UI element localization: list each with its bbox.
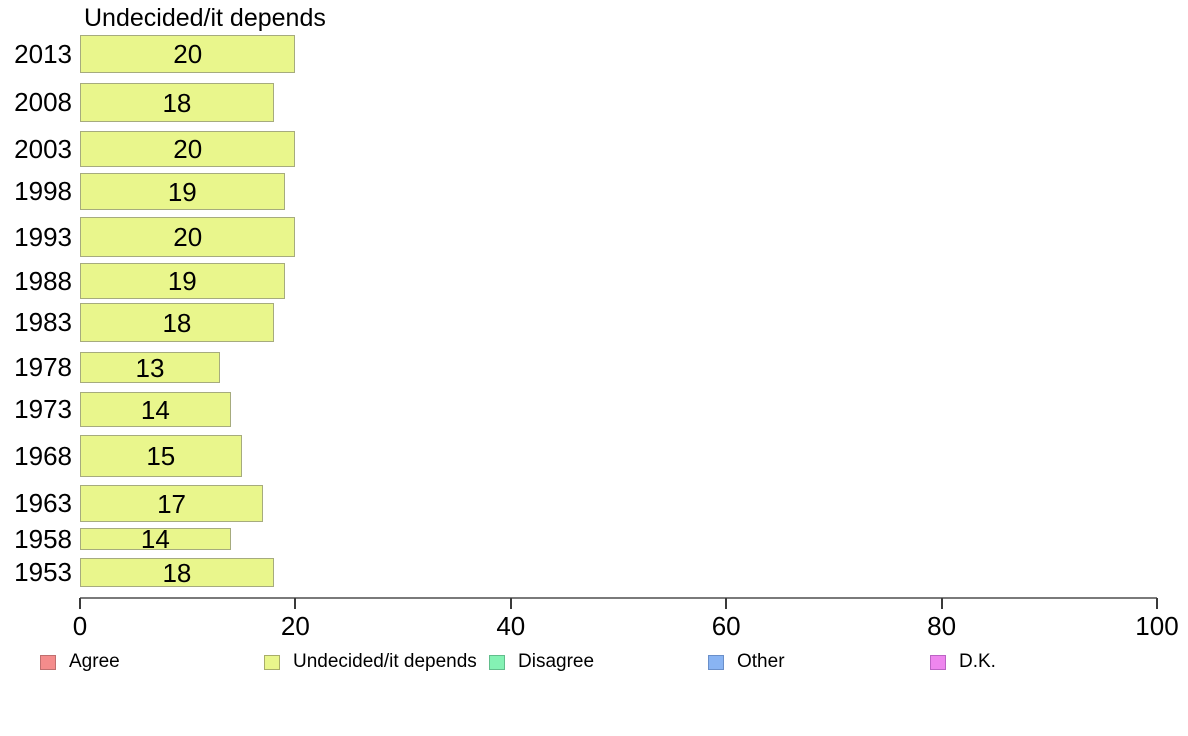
legend-item: Undecided/it depends [264, 651, 477, 672]
bar-value-label: 19 [167, 176, 197, 207]
legend-swatch [708, 654, 724, 670]
y-axis-label: 1988 [14, 265, 72, 296]
y-axis-label: 2008 [14, 87, 72, 117]
bar: 17 [80, 485, 264, 522]
x-axis-tick [1156, 598, 1158, 609]
y-axis-label: 1958 [14, 523, 72, 554]
legend-item: Agree [40, 651, 120, 672]
bar: 14 [80, 524, 231, 554]
bar-value-label: 14 [140, 524, 170, 554]
bar-value-label: 13 [135, 352, 165, 383]
bar: 18 [80, 558, 274, 587]
bar: 18 [80, 303, 274, 342]
bar: 20 [80, 131, 296, 167]
bar-value-label: 18 [162, 557, 192, 588]
x-axis-tick-label: 0 [72, 611, 88, 641]
chart-title: Undecided/it depends [84, 4, 326, 32]
x-axis-tick [940, 598, 943, 609]
y-axis-label: 1978 [14, 352, 72, 382]
x-axis-tick [509, 598, 512, 609]
y-axis-label: 1973 [14, 394, 72, 424]
legend-swatch [40, 654, 56, 670]
x-axis-tick [79, 598, 81, 609]
y-axis-label: 1953 [14, 557, 72, 587]
legend-item-label: Other [737, 651, 785, 672]
legend-item-label: Undecided/it depends [293, 651, 477, 672]
y-axis-label: 2003 [14, 133, 72, 164]
bar: 14 [80, 392, 231, 427]
bar: 19 [80, 173, 285, 210]
legend-item: Other [708, 651, 785, 672]
legend-item: Disagree [489, 651, 595, 672]
x-axis-tick-label: 20 [280, 611, 310, 641]
bar-value-label: 18 [162, 307, 192, 338]
legend-swatch [264, 654, 280, 670]
legend-swatch [930, 654, 946, 670]
bar: 20 [80, 35, 296, 73]
x-axis-tick-label: 80 [927, 611, 957, 641]
bar-value-label: 20 [173, 222, 203, 252]
legend-item-label: Agree [69, 651, 120, 672]
bar-value-label: 20 [173, 39, 203, 69]
legend-item-label: Disagree [518, 651, 595, 672]
x-axis-tick [294, 598, 297, 609]
bar-value-label: 18 [162, 87, 192, 118]
legend-swatch [489, 654, 505, 670]
bar-value-label: 20 [173, 134, 203, 164]
y-axis-label: 1983 [14, 307, 72, 337]
legend-item: D.K. [930, 651, 996, 672]
bar-value-label: 15 [146, 441, 176, 471]
legend-item-label: D.K. [959, 651, 996, 672]
bar: 18 [80, 83, 274, 122]
bar: 20 [80, 217, 296, 257]
x-axis-tick [725, 598, 728, 609]
bar-value-label: 19 [167, 266, 197, 296]
bar: 15 [80, 435, 242, 477]
bar: 19 [80, 263, 285, 299]
y-axis-label: 1963 [14, 488, 72, 518]
x-axis-tick-label: 60 [711, 611, 741, 641]
bar: 13 [80, 352, 220, 383]
y-axis-label: 2013 [14, 38, 72, 69]
x-axis-tick-label: 100 [1135, 611, 1179, 641]
bar-value-label: 17 [157, 488, 186, 519]
x-axis-tick-label: 40 [496, 611, 526, 641]
y-axis-label: 1968 [14, 440, 72, 471]
bar-value-label: 14 [140, 394, 170, 425]
y-axis-label: 1998 [14, 176, 72, 206]
x-axis-line [80, 597, 1157, 599]
y-axis-label: 1993 [14, 221, 72, 252]
